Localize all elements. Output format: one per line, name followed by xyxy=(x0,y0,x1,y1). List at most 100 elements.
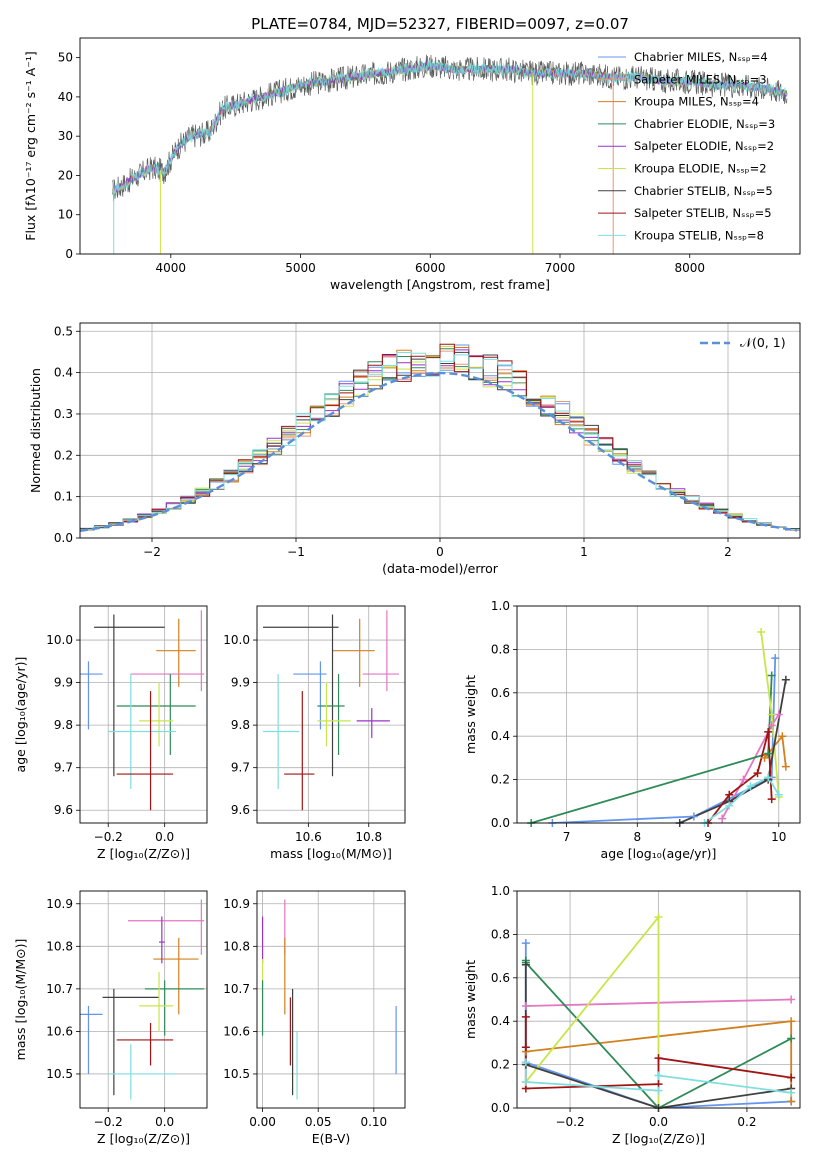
series-marker-kroupa_elodie xyxy=(767,710,776,719)
mass_vs_ebv-ytick-label: 10.6 xyxy=(223,1024,250,1038)
weight_vs_age-xtick-label: 7 xyxy=(563,830,571,844)
spectrum-ytick-label: 40 xyxy=(58,90,73,104)
age_vs_Z-ytick-label: 9.8 xyxy=(54,718,73,732)
spectrum-legend-label: Kroupa STELIB, Nₛₛₚ=8 xyxy=(634,228,764,242)
mass_vs_ebv-ytick-label: 10.9 xyxy=(223,897,250,911)
weight_vs_age-xtick-label: 8 xyxy=(633,830,641,844)
series-marker-pink xyxy=(787,995,796,1004)
age_vs_Z-ytick-label: 9.9 xyxy=(54,676,73,690)
weight_vs_Z-ytick-label: 0.4 xyxy=(491,1014,510,1028)
weight_vs_age-plot-area xyxy=(530,631,787,823)
residuals-xtick-label: −1 xyxy=(287,545,305,559)
age_vs_mass-ytick-label: 9.7 xyxy=(231,761,250,775)
series-marker-salpeter_stelib xyxy=(521,1043,530,1052)
residuals-ytick-label: 0.1 xyxy=(54,490,73,504)
residuals-xtick-label: 2 xyxy=(724,545,732,559)
spectrum-xlabel: wavelength [Angstrom, rest frame] xyxy=(330,277,550,292)
spectrum-legend-label: Chabrier ELODIE, Nₛₛₚ=3 xyxy=(634,117,775,131)
weight_vs_Z-ylabel: mass weight xyxy=(463,960,478,1039)
series-line-chabrier_stelib xyxy=(679,679,787,823)
spectrum-ylabel: Flux [fλ10⁻¹⁷ erg cm⁻² s⁻¹ A⁻¹] xyxy=(23,51,38,240)
spectrum-ytick-label: 50 xyxy=(58,51,73,65)
spectrum-title: PLATE=0784, MJD=52327, FIBERID=0097, z=0… xyxy=(251,15,629,33)
age_vs_Z-ytick-label: 9.6 xyxy=(54,803,73,817)
spectrum-xtick-label: 8000 xyxy=(674,261,705,275)
weight_vs_age-xtick-label: 10 xyxy=(771,830,786,844)
series-marker-kroupa_miles xyxy=(787,1017,796,1026)
spectrum-series-kroupa_stelib xyxy=(112,58,788,196)
series-marker-chabrier_miles xyxy=(771,654,780,663)
weight_vs_age-ytick-label: 0.2 xyxy=(491,773,510,787)
residuals-xlabel: (data-model)/error xyxy=(382,561,499,576)
series-line-chabrier_miles xyxy=(552,658,777,823)
age_vs_mass-ytick-label: 9.6 xyxy=(231,803,250,817)
age_vs_mass-ytick-label: 9.8 xyxy=(231,718,250,732)
residuals-xtick-label: −2 xyxy=(143,545,161,559)
series-marker-kroupa_stelib xyxy=(521,1058,530,1067)
spectrum-frame xyxy=(79,37,801,255)
spectrum-legend-label: Chabrier MILES, Nₛₛₚ=4 xyxy=(634,50,768,64)
age_vs_Z-xtick-label: −0.2 xyxy=(94,830,123,844)
weight_vs_age-ytick-label: 0.6 xyxy=(491,686,510,700)
spectrum-xtick-label: 6000 xyxy=(415,261,446,275)
spectrum-ytick-label: 0 xyxy=(65,247,73,261)
series-marker-salpeter_stelib xyxy=(725,790,734,799)
residual-legend-label: 𝒩(0, 1) xyxy=(740,335,786,350)
spectrum-legend-label: Chabrier STELIB, Nₛₛₚ=5 xyxy=(634,184,773,198)
mass_vs_ebv-xlabel: E(B-V) xyxy=(312,1131,351,1146)
mass_vs_ebv-ytick-label: 10.5 xyxy=(223,1067,250,1081)
mass_vs_Z-ytick-label: 10.8 xyxy=(46,939,73,953)
spectrum-ytick-label: 20 xyxy=(58,168,73,182)
residuals-ytick-label: 0.3 xyxy=(54,407,73,421)
age_vs_mass-frame xyxy=(256,605,406,824)
mass_vs_Z-frame xyxy=(79,890,208,1109)
mass_vs_ebv-ytick-label: 10.7 xyxy=(223,982,250,996)
age_vs_Z-xlabel: Z [log₁₀(Z/Z⊙)] xyxy=(97,846,190,861)
weight_vs_Z-ytick-label: 0.6 xyxy=(491,971,510,985)
mass_vs_Z-xtick-label: −0.2 xyxy=(94,1115,123,1129)
series-marker-chabrier_miles xyxy=(689,812,698,821)
mass_vs_ebv-xtick-label: 0.00 xyxy=(249,1115,276,1129)
mass_vs_Z-ytick-label: 10.6 xyxy=(46,1024,73,1038)
series-marker-kroupa_miles xyxy=(760,753,769,762)
spectrum-xtick-label: 5000 xyxy=(285,261,316,275)
series-marker-kroupa_elodie xyxy=(757,628,766,637)
series-line-kroupa_elodie xyxy=(525,914,660,1108)
series-marker-kroupa_stelib xyxy=(787,1088,796,1097)
mass_vs_Z-ytick-label: 10.7 xyxy=(46,982,73,996)
mass_vs_ebv-xtick-label: 0.10 xyxy=(360,1115,387,1129)
residuals-ytick-label: 0.5 xyxy=(54,324,73,338)
mass_vs_Z-ylabel: mass [log₁₀(M/M⊙)] xyxy=(13,939,28,1061)
age_vs_mass-xtick-label: 10.6 xyxy=(295,830,322,844)
series-marker-kroupa_miles xyxy=(787,1097,796,1106)
series-marker-pink xyxy=(739,775,748,784)
series-marker-pink xyxy=(521,1002,530,1011)
weight_vs_Z-xtick-label: 0.0 xyxy=(649,1115,668,1129)
residuals-ytick-label: 0.4 xyxy=(54,366,73,380)
series-marker-salpeter_stelib xyxy=(764,727,773,736)
residuals-xtick-label: 0 xyxy=(436,545,444,559)
age_vs_Z-ytick-label: 10.0 xyxy=(46,633,73,647)
age_vs_Z-ytick-label: 9.7 xyxy=(54,761,73,775)
weight_vs_age-frame xyxy=(516,605,801,824)
series-marker-chabrier_elodie xyxy=(787,1034,796,1043)
mass_vs_ebv-xtick-label: 0.05 xyxy=(305,1115,332,1129)
mass_vs_Z-ytick-label: 10.5 xyxy=(46,1067,73,1081)
weight_vs_age-xtick-label: 9 xyxy=(704,830,712,844)
series-marker-kroupa_stelib xyxy=(764,773,773,782)
age_vs_mass-ytick-label: 10.0 xyxy=(223,633,250,647)
spectrum-legend-label: Kroupa ELODIE, Nₛₛₚ=2 xyxy=(634,162,767,176)
series-marker-kroupa_stelib xyxy=(654,1086,663,1095)
series-marker-kroupa_miles xyxy=(778,732,787,741)
weight_vs_Z-ytick-label: 0.8 xyxy=(491,927,510,941)
weight_vs_Z-xtick-label: 0.2 xyxy=(737,1115,756,1129)
mass_vs_ebv-plot-area xyxy=(261,899,397,1100)
residuals-ytick-label: 0.0 xyxy=(54,531,73,545)
residuals-ylabel: Normed distribution xyxy=(28,368,43,493)
spectrum-legend-label: Salpeter ELODIE, Nₛₛₚ=2 xyxy=(634,139,774,153)
mass_vs_Z-ytick-label: 10.9 xyxy=(46,897,73,911)
residuals-ytick-label: 0.2 xyxy=(54,448,73,462)
spectrum-ytick-label: 10 xyxy=(58,208,73,222)
weight_vs_age-ytick-label: 0.8 xyxy=(491,642,510,656)
age_vs_mass-xtick-label: 10.8 xyxy=(355,830,382,844)
